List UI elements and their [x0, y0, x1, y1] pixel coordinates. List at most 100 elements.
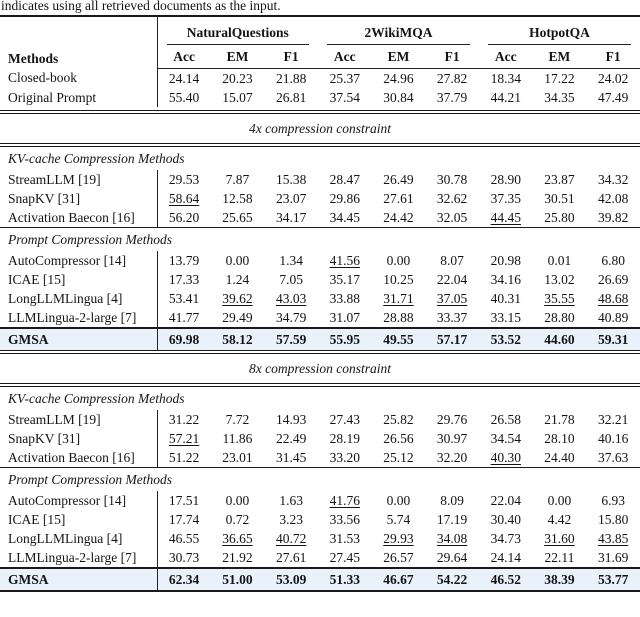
- table-row: Closed-book 24.14 20.23 21.88 25.37 24.96 27.8…: [0, 68, 640, 88]
- table-row: ICAE [15] 17.33 1.24 7.05 35.17 10.25 22.04 34.…: [0, 269, 640, 289]
- sections-container: 4x compression constraint KV-cache Compre…: [0, 109, 640, 590]
- table-row: LLMLingua-2-large [7] 41.77 29.49 34.79 31.0…: [0, 307, 640, 327]
- value-cell: 41.56: [329, 252, 360, 268]
- method-cell: GMSA: [0, 328, 158, 350]
- value-cell: 40.72: [275, 530, 307, 546]
- value-cell: 27.43: [329, 411, 360, 427]
- value-cell: 27.61: [275, 549, 307, 565]
- group-label-row: Prompt Compression Methods: [0, 228, 640, 251]
- table-row: ICAE [15] 17.74 0.72 3.23 33.56 5.74 17.19 30.4…: [0, 509, 640, 529]
- method-cell: LLMLingua-2-large [7]: [0, 547, 158, 567]
- value-cell: 17.19: [436, 511, 468, 527]
- data-table: GMSA 69.98 58.12 57.59 55.95 49.55 57.17 53.52 4…: [0, 328, 640, 350]
- method-cell: Activation Baecon [16]: [0, 447, 158, 467]
- subheader-acc: Acc: [157, 45, 211, 69]
- value-cell: 25.65: [222, 209, 253, 225]
- value-cell: 29.64: [436, 549, 468, 565]
- value-cell: 25.82: [383, 411, 414, 427]
- data-table: KV-cache Compression Methods StreamLLM [1…: [0, 387, 640, 467]
- value-cell: 4.42: [547, 511, 572, 527]
- method-cell: GMSA: [0, 568, 158, 590]
- value-cell: 28.19: [329, 430, 360, 446]
- value-cell: 30.78: [436, 171, 468, 187]
- value-cell: 0.00: [547, 492, 572, 508]
- value-cell: 51.33: [329, 571, 360, 587]
- value-cell: 37.63: [597, 449, 629, 465]
- value-cell: 24.40: [544, 449, 575, 465]
- table-row: Activation Baecon [16] 56.20 25.65 34.17 34.…: [0, 207, 640, 227]
- pre-highlight-rule: [0, 566, 640, 569]
- value-cell: 26.69: [597, 271, 629, 287]
- value-cell: 32.62: [436, 190, 468, 206]
- value-cell: 27.82: [436, 70, 468, 86]
- value-cell: 31.45: [275, 449, 307, 465]
- value-cell: 20.98: [490, 252, 521, 268]
- method-cell: ICAE [15]: [0, 269, 158, 289]
- subheader-em: EM: [210, 45, 265, 69]
- pre-highlight-rule: [0, 326, 640, 329]
- value-cell: 40.30: [490, 449, 521, 465]
- value-cell: 23.07: [275, 190, 307, 206]
- value-cell: 15.80: [597, 511, 629, 527]
- value-cell: 54.22: [436, 571, 468, 587]
- value-cell: 34.73: [490, 530, 521, 546]
- subheader-f1: F1: [586, 45, 640, 69]
- value-cell: 62.34: [168, 571, 200, 587]
- value-cell: 17.74: [168, 511, 200, 527]
- method-cell: StreamLLM [19]: [0, 409, 158, 429]
- value-cell: 24.14: [490, 549, 521, 565]
- value-cell: 31.07: [329, 309, 360, 325]
- value-cell: 59.31: [597, 331, 629, 347]
- value-cell: 1.63: [279, 492, 303, 508]
- value-cell: 32.21: [597, 411, 629, 427]
- table-row: GMSA 62.34 51.00 53.09 51.33 46.67 54.22 46.52 3…: [0, 568, 640, 590]
- data-table: Prompt Compression Methods AutoCompressor…: [0, 228, 640, 327]
- table-row: LongLLMLingua [4] 53.41 39.62 43.03 33.88 31.…: [0, 288, 640, 308]
- data-table: Prompt Compression Methods AutoCompressor…: [0, 468, 640, 567]
- value-cell: 28.80: [544, 309, 575, 325]
- table-row: SnapKV [31] 57.21 11.86 22.49 28.19 26.56 30.9…: [0, 428, 640, 448]
- value-cell: 29.93: [383, 530, 414, 546]
- value-cell: 28.88: [383, 309, 414, 325]
- value-cell: 57.21: [168, 430, 200, 446]
- value-cell: 27.61: [383, 190, 414, 206]
- value-cell: 26.58: [490, 411, 521, 427]
- value-cell: 40.16: [597, 430, 629, 446]
- value-cell: 46.55: [168, 530, 200, 546]
- value-cell: 33.56: [329, 511, 360, 527]
- method-cell: LLMLingua-2-large [7]: [0, 307, 158, 327]
- value-cell: 30.84: [383, 89, 414, 105]
- subheader-em: EM: [532, 45, 587, 69]
- value-cell: 24.42: [383, 209, 414, 225]
- value-cell: 26.81: [275, 89, 307, 105]
- paper-table-figure: indicates using all retrieved documents …: [0, 0, 640, 592]
- subheader-f1: F1: [264, 45, 318, 69]
- value-cell: 37.35: [490, 190, 521, 206]
- value-cell: 57.17: [436, 331, 468, 347]
- value-cell: 28.10: [544, 430, 575, 446]
- value-cell: 26.49: [383, 171, 414, 187]
- table-row: GMSA 69.98 58.12 57.59 55.95 49.55 57.17 53.52 4…: [0, 328, 640, 350]
- subheader-acc: Acc: [478, 45, 533, 69]
- value-cell: 21.78: [544, 411, 575, 427]
- value-cell: 37.05: [436, 290, 468, 306]
- method-cell: AutoCompressor [14]: [0, 250, 158, 270]
- value-cell: 30.40: [490, 511, 521, 527]
- value-cell: 0.72: [225, 511, 250, 527]
- table-row: AutoCompressor [14] 13.79 0.00 1.34 41.56 0.0…: [0, 250, 640, 270]
- section-title: 4x compression constraint: [249, 120, 391, 136]
- method-cell: LongLLMLingua [4]: [0, 528, 158, 548]
- value-cell: 26.57: [383, 549, 414, 565]
- value-cell: 28.90: [490, 171, 521, 187]
- value-cell: 25.12: [383, 449, 414, 465]
- baseline-rows: Closed-book 24.14 20.23 21.88 25.37 24.96 27.8…: [0, 68, 640, 107]
- value-cell: 37.54: [329, 89, 360, 105]
- value-cell: 44.60: [544, 331, 575, 347]
- value-cell: 41.76: [329, 492, 360, 508]
- value-cell: 35.55: [544, 290, 575, 306]
- value-cell: 33.88: [329, 290, 360, 306]
- table-row: Activation Baecon [16] 51.22 23.01 31.45 33.…: [0, 447, 640, 467]
- value-cell: 47.49: [597, 89, 629, 105]
- value-cell: 14.93: [275, 411, 307, 427]
- value-cell: 33.37: [436, 309, 468, 325]
